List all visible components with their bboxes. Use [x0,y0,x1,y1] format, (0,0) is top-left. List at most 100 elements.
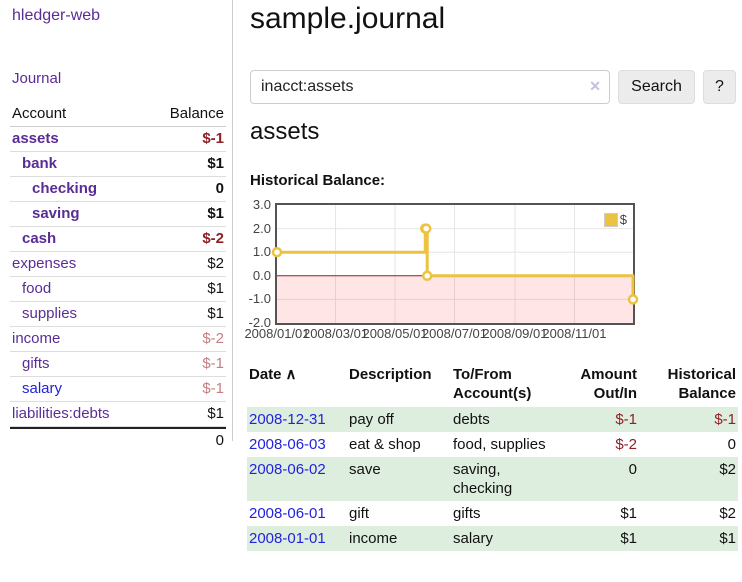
txn-balance: $2 [719,461,736,478]
account-link[interactable]: gifts [22,355,50,372]
account-balance: $-2 [202,230,224,247]
txn-accounts: food, supplies [453,436,546,453]
search-input[interactable] [250,70,610,104]
x-axis-tick-label: 2008/11/01 [542,326,607,341]
txn-description: eat & shop [349,436,421,453]
txn-date-link[interactable]: 2008-12-31 [249,411,326,428]
account-balance: $-2 [202,330,224,347]
account-balance: 0 [215,180,224,197]
sidebar: hledger-web Journal Account Balance asse… [0,0,233,449]
chart-legend: $ [602,211,628,228]
accounts-table: Account Balance assets $-1 bank $1 checking 0… [10,102,226,453]
x-axis-tick-label: 2008/07/01 [421,326,488,341]
txn-balance: $-1 [714,411,736,428]
account-link[interactable]: cash [22,230,57,247]
sidebar-item-journal[interactable]: Journal [12,70,62,87]
account-balance: $1 [207,155,224,172]
account-link[interactable]: bank [22,155,58,172]
account-link[interactable]: assets [12,130,59,147]
txn-date-link[interactable]: 2008-01-01 [249,530,326,547]
txn-date[interactable]: 2008-06-01 [247,501,345,526]
account-balance: $1 [207,205,224,222]
account-row: supplies $1 [10,302,226,327]
account-link[interactable]: supplies [22,305,78,322]
chart-plot-area: $ [271,203,639,325]
txn-date-link[interactable]: 2008-06-01 [249,505,326,522]
page-title: sample.journal [250,2,446,35]
accounts-header-account: Account [12,105,67,122]
account-balance: $1 [207,305,224,322]
txn-description: pay off [349,411,394,428]
txn-accounts: saving, checking [453,461,513,497]
txn-header-date[interactable]: Date ∧ [249,366,297,383]
y-axis-tick-label: 2.0 [252,220,271,236]
legend-label: $ [619,212,627,227]
account-balance: $1 [207,405,224,422]
txn-description: save [349,461,381,478]
search-button[interactable]: Search [618,70,695,104]
txn-description: gift [349,505,370,522]
account-row: assets $-1 [10,127,226,152]
txn-description: income [349,530,398,547]
txn-balance: $2 [719,505,736,522]
transaction-row: 2008-01-01 income salary $1 $1 [247,526,738,551]
txn-header-description: Description [349,366,432,383]
legend-swatch-icon [603,212,618,227]
txn-amount: $1 [620,505,637,522]
transactions-table-header: Date ∧ Description To/From Account(s) Amo… [247,362,738,407]
txn-date[interactable]: 2008-06-02 [247,457,345,482]
x-axis-tick-label: 2008/05/01 [362,326,428,341]
transaction-row: 2008-12-31 pay off debts $-1 $-1 [247,407,738,432]
account-link[interactable]: salary [22,380,63,397]
account-row: liabilities:debts $1 [10,402,226,427]
account-balance: $1 [207,280,224,297]
transactions-table: Date ∧ Description To/From Account(s) Amo… [247,362,738,551]
y-axis-tick-label: 3.0 [252,197,271,212]
account-link[interactable]: checking [32,180,98,197]
transaction-row: 2008-06-03 eat & shop food, supplies $-2 0 [247,432,738,457]
txn-date[interactable]: 2008-12-31 [247,407,345,432]
txn-header-accounts: To/From Account(s) [453,366,532,402]
search-box: ✕ [250,70,610,104]
account-balance: $-1 [202,130,224,147]
txn-amount: $1 [620,530,637,547]
account-link[interactable]: liabilities:debts [12,405,110,422]
txn-accounts: gifts [453,505,481,522]
account-row: expenses $2 [10,252,226,277]
account-row: checking 0 [10,177,226,202]
txn-amount: 0 [628,461,637,478]
sort-ascending-icon: ∧ [285,366,297,383]
txn-balance: $1 [719,530,736,547]
txn-header-balance: Historical Balance [667,366,736,402]
account-link[interactable]: expenses [12,255,77,272]
txn-header-amount: Amount Out/In [580,366,637,402]
help-button[interactable]: ? [703,70,736,104]
account-link[interactable]: food [22,280,52,297]
txn-balance: 0 [727,436,736,453]
app-title-link[interactable]: hledger-web [12,7,101,24]
transaction-row: 2008-06-02 save saving, checking 0 $2 [247,457,738,501]
txn-date-link[interactable]: 2008-06-02 [249,461,326,478]
y-axis-tick-label: -1.0 [248,291,271,307]
accounts-table-header: Account Balance [10,102,226,127]
account-row: income $-2 [10,327,226,352]
account-row: cash $-2 [10,227,226,252]
y-axis-tick-label: -2.0 [248,315,271,330]
x-axis-tick-label: 2008/03/01 [302,326,369,341]
account-row: bank $1 [10,152,226,177]
account-link[interactable]: saving [32,205,80,222]
search-form: ✕ Search ? [250,70,742,104]
accounts-total-value: 0 [215,432,224,449]
account-row: food $1 [10,277,226,302]
txn-amount: $-2 [615,436,637,453]
clear-search-icon[interactable]: ✕ [589,78,601,94]
txn-date[interactable]: 2008-01-01 [247,526,345,551]
x-axis-tick-label: 2008/01/01 [244,326,310,341]
transaction-row: 2008-06-01 gift gifts $1 $2 [247,501,738,526]
txn-date-link[interactable]: 2008-06-03 [249,436,326,453]
txn-amount: $-1 [615,411,637,428]
txn-date[interactable]: 2008-06-03 [247,432,345,457]
accounts-total-row: 0 [10,427,226,453]
account-heading: assets [250,118,320,145]
account-link[interactable]: income [12,330,61,347]
